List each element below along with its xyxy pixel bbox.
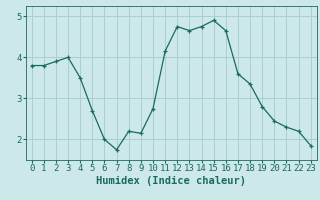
X-axis label: Humidex (Indice chaleur): Humidex (Indice chaleur) <box>96 176 246 186</box>
